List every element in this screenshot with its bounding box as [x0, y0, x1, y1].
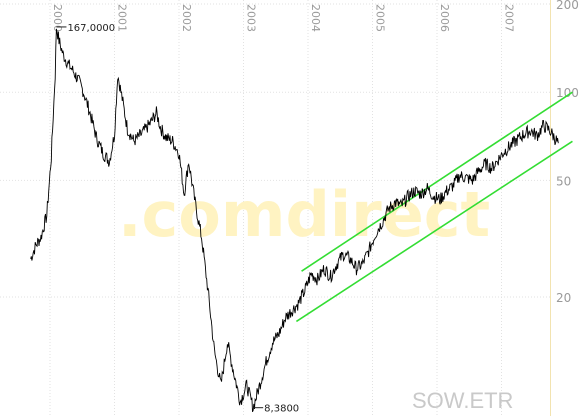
year-label: 2005 [374, 4, 387, 32]
annotation-label: 167,0000 [67, 23, 115, 34]
year-label: 2003 [245, 4, 258, 32]
price-series [30, 28, 559, 412]
year-label: 2000 [51, 4, 64, 32]
price-annotations: 167,0000 8,3800 [56, 23, 299, 415]
y-tick-label: 200 [556, 0, 579, 12]
year-labels: 2000 2001 2002 2003 2004 2005 2006 2007 [51, 4, 516, 32]
year-label: 2001 [116, 4, 129, 32]
chart-grid [0, 0, 551, 416]
price-line [30, 28, 559, 412]
year-label: 2002 [180, 4, 193, 32]
trend-channel [295, 91, 573, 323]
y-axis-ticks: 200 100 50 20 [556, 0, 579, 305]
trend-channel-line [295, 140, 573, 323]
year-label: 2004 [309, 4, 322, 32]
year-label: 2006 [438, 4, 451, 32]
trend-channel-line [301, 91, 573, 272]
symbol-label: SOW.ETR [412, 388, 513, 413]
y-tick-label: 50 [556, 174, 571, 188]
watermark-text: .comdirect [118, 178, 490, 251]
annotation-label: 8,3800 [264, 404, 299, 415]
year-label: 2007 [503, 4, 516, 32]
y-tick-label: 20 [556, 291, 571, 305]
y-tick-label: 100 [556, 86, 579, 100]
